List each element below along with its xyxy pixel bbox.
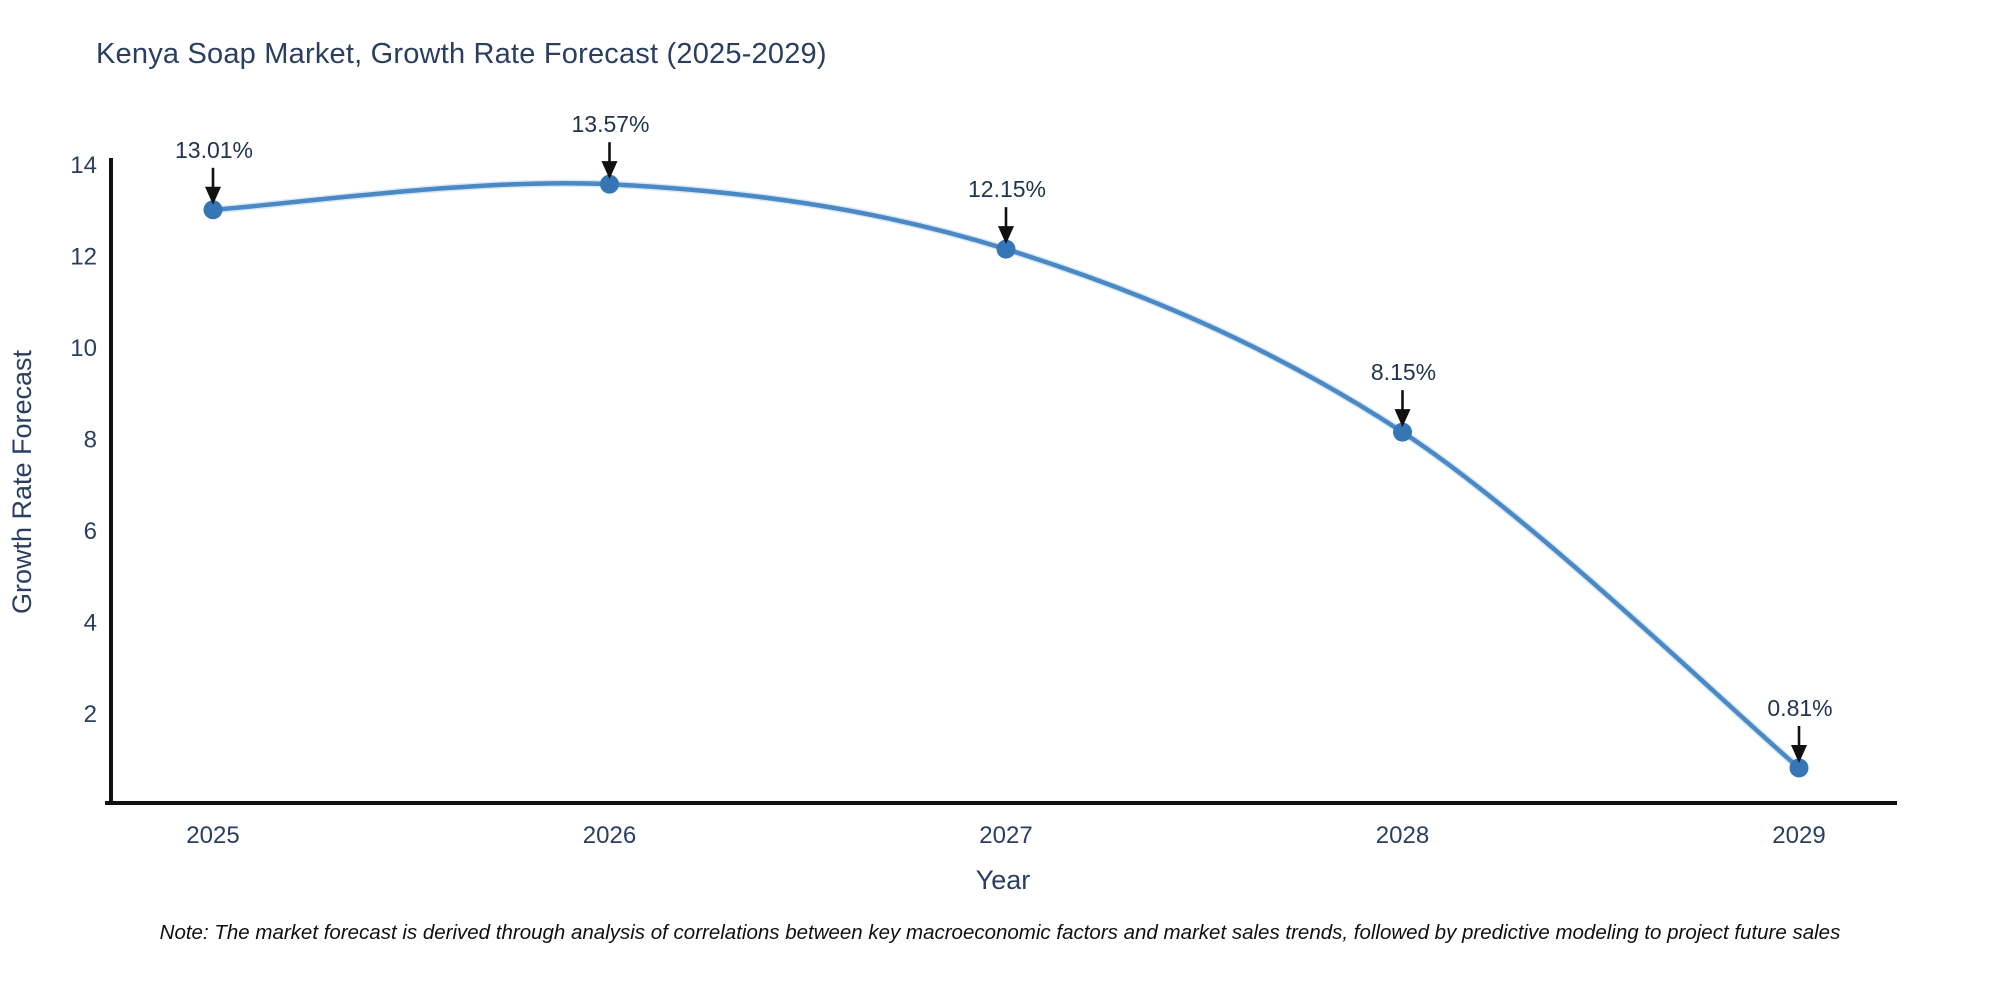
y-tick-label: 6	[84, 518, 97, 545]
annotation-label: 8.15%	[1371, 359, 1436, 385]
annotation-label: 13.01%	[175, 137, 253, 163]
annotation-2025: 13.01%	[175, 137, 253, 205]
data-point-2027	[996, 239, 1016, 259]
series-line-halo	[209, 179, 1803, 772]
y-tick-label: 12	[70, 244, 97, 271]
footnote: Note: The market forecast is derived thr…	[159, 921, 1841, 944]
annotation-arrowhead	[205, 186, 221, 205]
y-tick-label: 2	[84, 701, 97, 728]
annotation-label: 13.57%	[571, 111, 649, 137]
x-tick-labels: 2025 2026 2027 2028 2029	[186, 822, 1825, 849]
y-tick-label: 8	[84, 427, 97, 454]
data-point-2025	[203, 200, 223, 220]
axes	[105, 158, 1897, 805]
annotation-2027: 12.15%	[968, 176, 1046, 245]
y-tick-labels: 2 4 6 8 10 12 14	[70, 152, 97, 728]
annotation-arrowhead	[1394, 409, 1411, 428]
annotation-label: 12.15%	[968, 176, 1046, 202]
annotation-2028: 8.15%	[1371, 359, 1436, 428]
data-point-2026	[600, 174, 619, 194]
y-tick-label: 4	[84, 610, 97, 637]
x-axis-title: Year	[976, 865, 1031, 895]
annotation-arrowhead	[1791, 744, 1807, 763]
x-tick-label: 2028	[1376, 822, 1429, 849]
annotation-label: 0.81%	[1767, 695, 1832, 721]
data-point-2029	[1789, 758, 1809, 778]
point-annotations: 13.01% 13.57% 12.15% 8.15% 0.81%	[175, 111, 1833, 763]
annotation-arrowhead	[601, 161, 618, 180]
y-axis-title: Growth Rate Forecast	[7, 349, 37, 614]
y-tick-label: 10	[70, 335, 97, 362]
line-series	[209, 179, 1803, 772]
data-point-2028	[1393, 422, 1412, 442]
annotation-arrowhead	[998, 226, 1014, 245]
x-tick-label: 2029	[1772, 822, 1825, 849]
x-tick-label: 2026	[583, 822, 636, 849]
chart-title: Kenya Soap Market, Growth Rate Forecast …	[96, 38, 827, 70]
annotation-2029: 0.81%	[1767, 695, 1833, 763]
series-line	[210, 180, 1802, 771]
x-tick-label: 2027	[979, 822, 1032, 849]
data-points	[203, 174, 1809, 778]
x-tick-label: 2025	[186, 822, 239, 849]
y-tick-label: 14	[70, 152, 97, 179]
annotation-2026: 13.57%	[571, 111, 650, 180]
